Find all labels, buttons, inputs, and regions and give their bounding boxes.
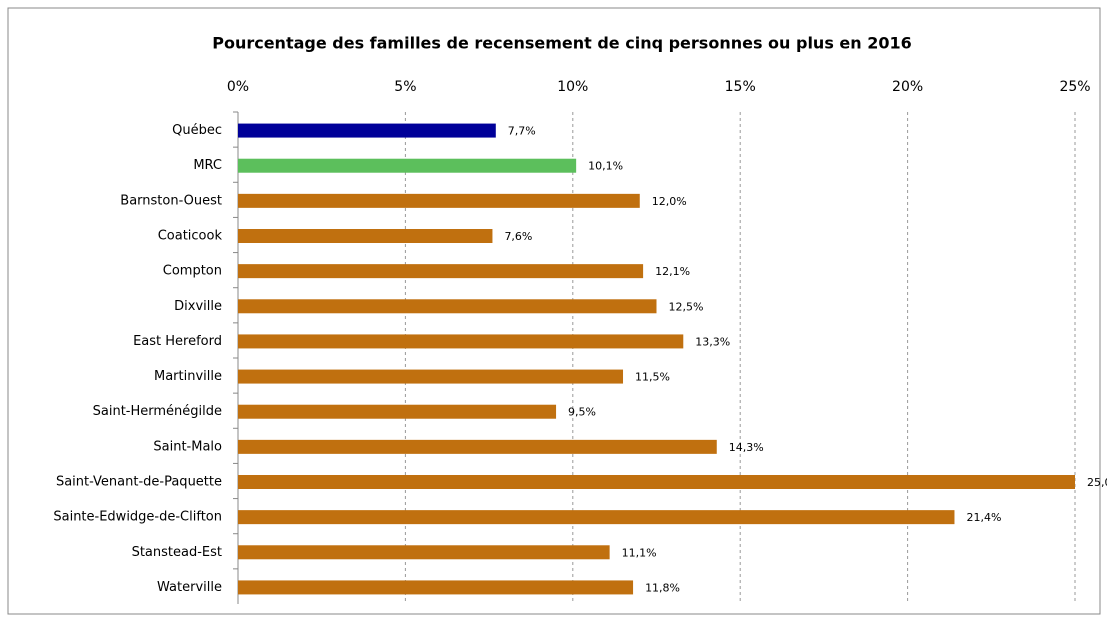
bar — [238, 580, 634, 595]
value-label: 9,5% — [568, 406, 596, 419]
y-tick-label: Dixville — [174, 299, 222, 314]
bar — [238, 475, 1075, 489]
bar — [238, 299, 657, 314]
y-tick-label: Barnston-Ouest — [120, 193, 222, 208]
x-tick-label: 0% — [227, 79, 249, 95]
value-label: 13,3% — [695, 335, 730, 348]
value-label: 25,0% — [1087, 476, 1107, 489]
value-label: 12,0% — [652, 195, 687, 208]
y-tick-label: Sainte-Edwidge-de-Clifton — [53, 510, 222, 525]
y-tick-label: Stanstead-Est — [132, 545, 222, 560]
value-label: 11,1% — [622, 546, 657, 559]
bar — [238, 545, 610, 560]
bar — [238, 439, 717, 454]
value-label: 21,4% — [966, 511, 1001, 524]
x-tick-label: 25% — [1059, 79, 1090, 95]
x-tick-label: 20% — [892, 79, 923, 95]
y-tick-label: Saint-Malo — [153, 439, 222, 454]
x-tick-label: 15% — [725, 79, 756, 95]
value-label: 7,7% — [508, 125, 536, 138]
bar — [238, 404, 557, 419]
y-tick-label: Saint-Venant-de-Paquette — [56, 475, 222, 490]
value-label: 14,3% — [729, 441, 764, 454]
bar — [238, 229, 493, 243]
value-label: 12,5% — [669, 300, 704, 313]
x-tick-label: 5% — [394, 79, 416, 95]
y-tick-label: Martinville — [154, 369, 222, 384]
chart-title: Pourcentage des familles de recensement … — [212, 34, 912, 53]
bar — [238, 334, 684, 349]
y-tick-label: Coaticook — [158, 229, 223, 244]
y-tick-label: East Hereford — [133, 334, 222, 349]
bar — [238, 193, 640, 208]
value-label: 11,8% — [645, 581, 680, 594]
bar — [238, 264, 644, 279]
value-label: 7,6% — [504, 230, 532, 243]
bar — [238, 158, 577, 173]
value-label: 10,1% — [588, 160, 623, 173]
y-tick-label: Waterville — [157, 580, 222, 595]
x-tick-label: 10% — [557, 79, 588, 95]
y-tick-label: Saint-Herménégilde — [93, 404, 222, 419]
bar — [238, 510, 955, 525]
value-label: 12,1% — [655, 265, 690, 278]
bar — [238, 123, 496, 138]
bar — [238, 369, 624, 384]
y-tick-label: Québec — [172, 123, 222, 138]
y-tick-label: Compton — [163, 264, 222, 279]
y-tick-label: MRC — [193, 158, 222, 173]
value-label: 11,5% — [635, 371, 670, 384]
